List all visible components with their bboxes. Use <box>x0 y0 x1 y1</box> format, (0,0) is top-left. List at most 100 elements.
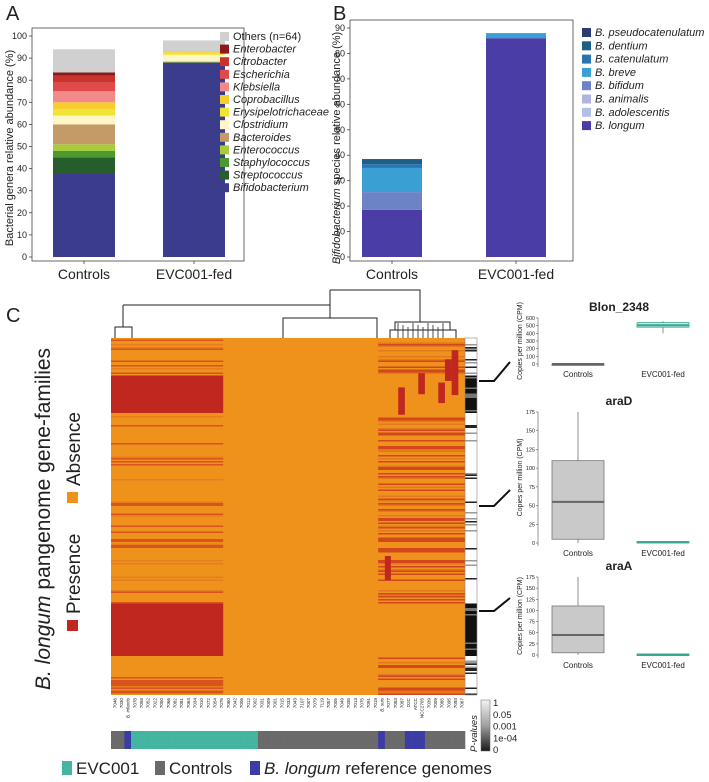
pvalue-strip-cell <box>465 449 477 451</box>
sample-group-cell <box>351 731 359 749</box>
sample-group-cell <box>117 731 125 749</box>
pvalue-strip-cell <box>465 515 477 517</box>
controls-legend-label: Controls <box>169 759 232 778</box>
pvalue-strip-cell <box>465 668 477 670</box>
heatmap-stripe-cell <box>378 533 465 535</box>
panel-a-bar-segment <box>163 51 225 53</box>
pvalue-strip-cell <box>465 363 477 365</box>
sample-label: 7119 <box>319 698 324 708</box>
pvalue-strip-cell <box>465 456 477 458</box>
panel-a-legend-swatch <box>220 145 229 155</box>
heatmap-stripe-cell <box>378 498 465 500</box>
pvalue-strip-cell <box>465 591 477 593</box>
pvalue-legend-tick: 1 <box>493 698 498 709</box>
boxplot-arad-ytick-label: 125 <box>526 447 535 453</box>
pvalue-strip-cell <box>465 500 477 502</box>
sample-group-cell <box>111 731 118 749</box>
pvalue-strip-cell <box>465 408 477 410</box>
sample-label: 7033 <box>286 698 291 709</box>
sample-group-cell <box>304 731 312 749</box>
pvalue-strip-cell <box>465 560 477 562</box>
pvalue-strip-cell <box>465 542 477 544</box>
panel-a-bar-segment <box>53 82 115 92</box>
pvalue-strip-cell <box>465 572 477 574</box>
boxplot-blon-2348-title: Blon_2348 <box>589 300 649 314</box>
sample-group-cell <box>157 731 165 749</box>
heatmap-stripe-cell <box>378 551 465 553</box>
sample-label: 7072 <box>206 698 211 709</box>
sample-label: 7083 <box>393 698 398 709</box>
heatmap-presence-cell <box>111 408 224 410</box>
sample-group-cell <box>144 731 152 749</box>
pvalue-strip-cell <box>465 638 477 640</box>
sample-group-cell <box>224 731 232 749</box>
boxplot-arad-ytick-label: 150 <box>526 429 535 435</box>
sample-group-cell <box>244 731 252 749</box>
pvalue-strip-cell <box>465 468 477 470</box>
heatmap-stripe-cell <box>378 522 465 524</box>
panel-b-bar-segment <box>362 167 422 193</box>
heatmap-presence-cell <box>111 632 224 634</box>
pvalue-strip-cell <box>465 525 477 527</box>
pvalue-strip-cell <box>465 674 477 676</box>
heatmap-stripe-cell <box>111 531 224 533</box>
pvalue-strip-cell <box>465 396 477 398</box>
pvalue-strip-cell <box>465 495 477 497</box>
pvalue-strip-cell <box>465 404 477 406</box>
heatmap-presence-cell <box>111 375 224 377</box>
pvalue-strip-cell <box>465 380 477 382</box>
heatmap-stripe-cell <box>378 486 465 488</box>
heatmap-stripe-cell <box>378 594 465 596</box>
panel-a-legend-label: Staphylococcus <box>233 157 311 169</box>
heatmap-stripe-cell <box>378 666 465 668</box>
boxplot-connector <box>479 361 511 382</box>
pvalue-strip-cell <box>465 438 477 440</box>
panel-a-bar-segment <box>163 54 225 62</box>
pvalue-strip-cell <box>465 383 477 385</box>
pvalue-strip-cell <box>465 435 477 437</box>
pvalue-strip-cell <box>465 374 477 376</box>
heatmap-stripe-cell <box>111 360 224 362</box>
pvalue-strip-cell <box>465 486 477 488</box>
pvalue-strip-cell <box>465 489 477 491</box>
pvalue-strip-cell <box>465 497 477 499</box>
heatmap-stripe-cell <box>378 519 465 521</box>
panel-b-legend-swatch <box>582 67 591 77</box>
panel-a-legend-label: Bifidobacterium <box>233 182 309 194</box>
heatmap-stripe-cell <box>378 689 465 691</box>
heatmap-stripe-cell <box>111 539 224 541</box>
panel-a-legend-label: Citrobacter <box>233 56 288 68</box>
heatmap-stripe-cell <box>378 590 465 592</box>
reference-legend-species: B. longum <box>264 759 341 778</box>
panel-a-ylabel: Bacterial genera relative abundance (%) <box>4 50 16 246</box>
panel-a-bar-segment <box>53 157 115 174</box>
sample-group-cell <box>271 731 279 749</box>
heatmap-stripe-cell <box>111 464 224 466</box>
sample-group-cell <box>184 731 192 749</box>
pvalue-strip-cell <box>465 648 477 650</box>
heatmap-stripe-cell <box>111 579 224 581</box>
boxplot-arad-category-label: Controls <box>563 549 593 558</box>
heatmap-stripe-cell <box>378 657 465 659</box>
pvalue-strip-cell <box>465 690 477 692</box>
heatmap-stripe-cell <box>111 684 224 686</box>
heatmap-presence-cell <box>111 635 224 637</box>
pvalue-strip-cell <box>465 692 477 694</box>
boxplot-araa-ytick-label: 75 <box>529 620 535 626</box>
panel-a-chart: 0 10 20 30 40 50 60 70 80 90 100 Controls EVC001-fed… <box>4 27 329 282</box>
heatmap-stripe-cell <box>111 683 224 685</box>
pvalue-strip-cell <box>465 578 477 580</box>
panel-a-legend-swatch <box>220 69 229 79</box>
pvalue-strip-cell <box>465 354 477 356</box>
heatmap-presence-cell <box>111 653 224 655</box>
heatmap-presence-cell <box>111 633 224 635</box>
sample-group-cell <box>371 731 379 749</box>
pvalue-strip-cell <box>465 341 477 343</box>
heatmap-stripe-cell <box>111 344 224 346</box>
heatmap-presence-cell <box>111 390 224 392</box>
pvalue-strip-cell <box>465 551 477 553</box>
evc001-legend-swatch <box>62 761 72 775</box>
pvalue-strip-cell <box>465 467 477 469</box>
heatmap-presence-cell <box>451 350 459 371</box>
